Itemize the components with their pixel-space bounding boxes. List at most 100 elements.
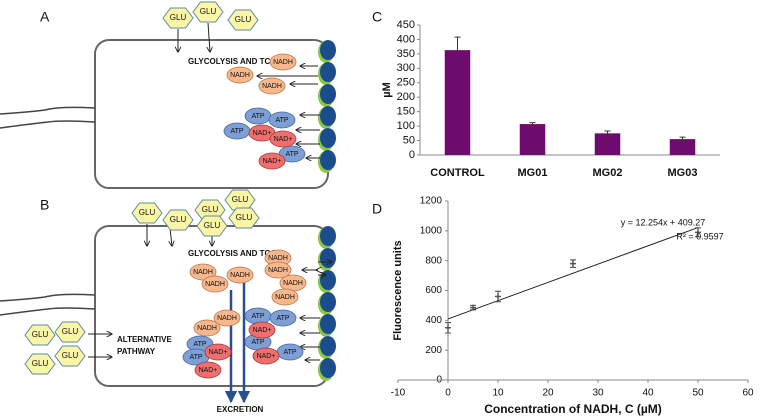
nadh-molecule bbox=[264, 261, 292, 279]
nad-molecule bbox=[252, 347, 280, 365]
x-tick-label: 30 bbox=[592, 388, 604, 399]
atp-label: ATP bbox=[251, 313, 264, 320]
membrane-protein bbox=[320, 248, 336, 268]
nadh-molecule bbox=[193, 319, 221, 337]
panel-label: C bbox=[372, 9, 382, 25]
glucose bbox=[162, 7, 194, 29]
bar bbox=[444, 50, 471, 156]
glucose-label: GLU bbox=[235, 15, 252, 24]
membrane-protein bbox=[320, 336, 336, 356]
error-bar bbox=[604, 130, 611, 137]
y-tick-label: 50 bbox=[403, 134, 415, 146]
glucose-label: GLU bbox=[139, 208, 156, 217]
y-tick-label: 150 bbox=[397, 106, 415, 118]
nad-molecule bbox=[194, 361, 222, 379]
nad-label: NAD+ bbox=[253, 327, 272, 334]
membrane-protein bbox=[320, 314, 336, 334]
alternative-label: PATHWAY bbox=[117, 347, 156, 356]
error-bar bbox=[454, 36, 461, 64]
arrow bbox=[208, 22, 210, 52]
trendline bbox=[447, 227, 699, 320]
x-tick-label: 20 bbox=[542, 388, 554, 399]
nad-label: NAD+ bbox=[199, 367, 218, 374]
nad-molecule bbox=[204, 343, 232, 361]
atp-molecule bbox=[268, 111, 296, 129]
x-tick-label: MG03 bbox=[668, 167, 698, 179]
nadh-label: NADH bbox=[273, 59, 293, 66]
point bbox=[695, 229, 701, 236]
glucose-label: GLU bbox=[204, 221, 221, 230]
flagella bbox=[0, 106, 96, 316]
nadh-molecule bbox=[189, 263, 217, 281]
y-tick-label: 200 bbox=[425, 345, 442, 356]
nadh-label: NADH bbox=[193, 269, 213, 276]
glucose-label: GLU bbox=[200, 7, 217, 16]
y-tick-label: 400 bbox=[425, 315, 442, 326]
glucose-label: GLU bbox=[170, 215, 187, 224]
membrane-protein bbox=[320, 292, 336, 312]
nadh-label: NADH bbox=[268, 267, 288, 274]
nadh-label: NADH bbox=[230, 72, 250, 79]
nadh-molecule bbox=[271, 288, 299, 306]
nadh-molecule bbox=[258, 77, 286, 95]
error-bar bbox=[529, 122, 536, 127]
glucose bbox=[196, 215, 228, 237]
nad-molecule bbox=[248, 321, 276, 339]
membrane-protein bbox=[320, 128, 336, 148]
nadh-molecule bbox=[226, 266, 254, 284]
membrane-protein bbox=[320, 226, 336, 246]
x-axis-label: Concentration of NADH, C (µM) bbox=[484, 402, 662, 416]
glucose bbox=[54, 321, 86, 343]
glucose bbox=[24, 324, 56, 346]
glucose bbox=[54, 345, 86, 367]
nad-label: NAD+ bbox=[274, 136, 293, 143]
x-tick-label: 50 bbox=[692, 388, 704, 399]
point bbox=[445, 324, 451, 331]
panel-label: D bbox=[372, 201, 382, 217]
y-tick-label: 100 bbox=[397, 120, 415, 132]
nadh-molecule bbox=[213, 309, 241, 327]
panel-label: A bbox=[40, 9, 50, 25]
glucose bbox=[224, 189, 256, 211]
atp-molecule bbox=[269, 309, 297, 327]
atp-label: ATP bbox=[193, 341, 206, 348]
y-tick-label: 350 bbox=[397, 48, 415, 60]
nad-label: NAD+ bbox=[263, 158, 282, 165]
glucose-label: GLU bbox=[62, 351, 79, 360]
excretion-label: EXCRETION bbox=[217, 405, 264, 414]
bar bbox=[594, 133, 621, 155]
glucose-label: GLU bbox=[32, 359, 49, 368]
nadh-label: NADH bbox=[197, 325, 217, 332]
point bbox=[470, 304, 476, 311]
glucose bbox=[131, 202, 163, 224]
process-label: GLYCOLYSIS AND TCA bbox=[188, 249, 276, 258]
atp-label: ATP bbox=[189, 354, 202, 361]
y-tick-label: 600 bbox=[425, 285, 442, 296]
x-tick-label: MG02 bbox=[593, 167, 623, 179]
membrane-protein bbox=[320, 270, 336, 290]
y-axis-label: µM bbox=[381, 82, 393, 98]
nadh-label: NADH bbox=[283, 280, 303, 287]
glucose bbox=[162, 209, 194, 231]
arrow bbox=[170, 227, 172, 246]
x-tick-label: MG01 bbox=[518, 167, 548, 179]
glucose-label: GLU bbox=[236, 213, 253, 222]
y-tick-label: 1200 bbox=[420, 196, 443, 207]
point bbox=[570, 260, 576, 267]
y-tick-label: 400 bbox=[397, 33, 415, 45]
glucose-label: GLU bbox=[32, 330, 49, 339]
y-tick-label: 300 bbox=[397, 62, 415, 74]
membrane-protein bbox=[320, 62, 336, 82]
error-bar bbox=[679, 136, 686, 142]
atp-label: ATP bbox=[276, 315, 289, 322]
nadh-molecule bbox=[269, 53, 297, 71]
glucose-label: GLU bbox=[62, 327, 79, 336]
x-tick-label: 40 bbox=[642, 388, 654, 399]
panel-label: B bbox=[40, 197, 49, 213]
glucose bbox=[228, 207, 260, 229]
annotation: R² = 0.9597 bbox=[676, 231, 723, 241]
atp-label: ATP bbox=[230, 128, 243, 135]
y-tick-label: 450 bbox=[397, 19, 415, 31]
y-tick-label: 800 bbox=[425, 255, 442, 266]
membrane-protein bbox=[320, 40, 336, 60]
